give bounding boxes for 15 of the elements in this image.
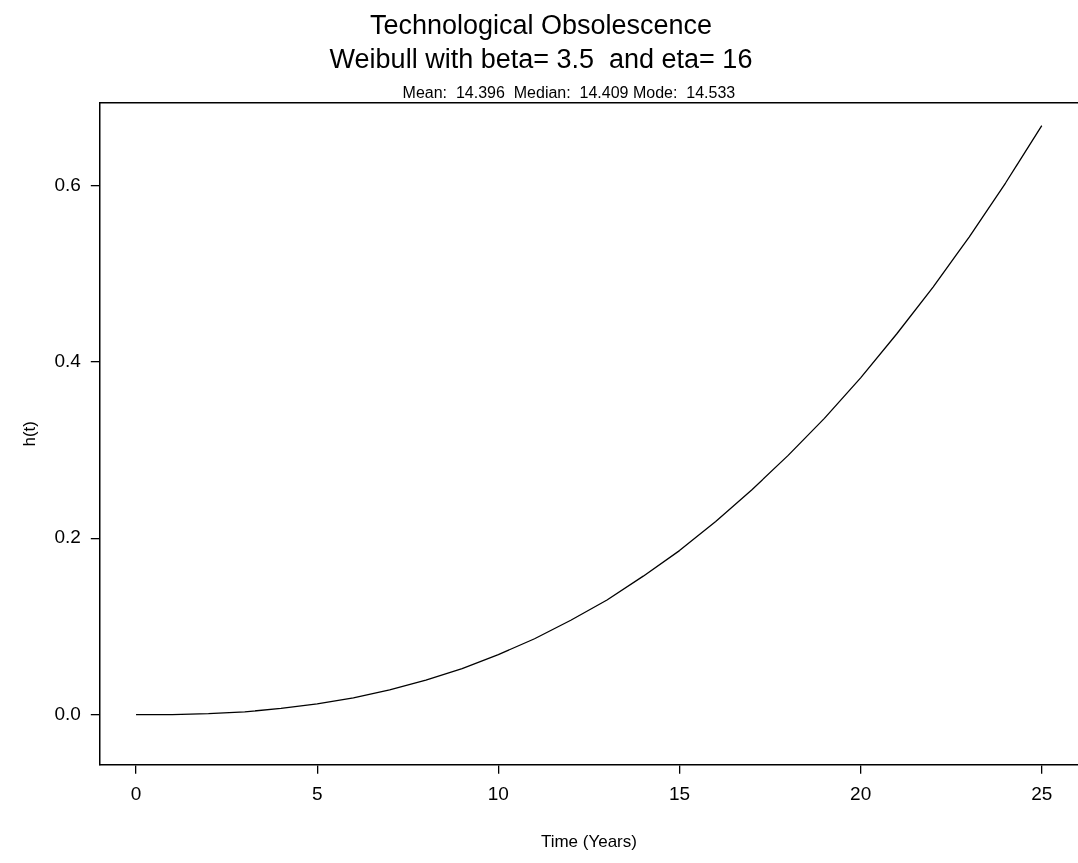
x-tick-label: 20 [850,783,872,805]
y-tick-label: 0.4 [54,350,82,372]
x-tick-label: 0 [130,783,142,805]
y-axis-title: h(t) [19,421,39,447]
chart-title: Technological Obsolescence [369,9,713,40]
x-axis-title: Time (Years) [540,832,637,852]
chart-subtitle: Weibull with beta= 3.5 and eta= 16 [329,44,753,75]
x-tick-label: 15 [668,783,691,805]
x-tick-label: 10 [487,783,509,805]
y-tick-label: 0.0 [54,702,81,724]
y-tick-label: 0.2 [54,526,81,548]
x-tick-label: 5 [311,783,323,805]
y-tick-label: 0.6 [54,173,81,195]
text: Mean: 14.396 Median: 14.409 Mode: 14.533 [402,84,736,102]
x-tick-label: 25 [1031,783,1053,805]
